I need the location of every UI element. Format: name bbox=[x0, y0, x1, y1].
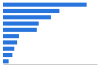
bar bbox=[3, 59, 9, 63]
bars bbox=[3, 3, 87, 64]
bar bbox=[3, 28, 37, 32]
bar bbox=[3, 40, 17, 44]
axis-line bbox=[4, 64, 98, 65]
bar bbox=[3, 34, 19, 38]
bar bbox=[3, 22, 39, 26]
chart bbox=[0, 0, 100, 71]
bar bbox=[3, 3, 87, 7]
bar bbox=[3, 53, 12, 57]
bar bbox=[3, 15, 51, 19]
plot bbox=[3, 3, 98, 65]
bar bbox=[3, 9, 59, 13]
x-axis bbox=[4, 64, 98, 65]
bar bbox=[3, 47, 14, 51]
